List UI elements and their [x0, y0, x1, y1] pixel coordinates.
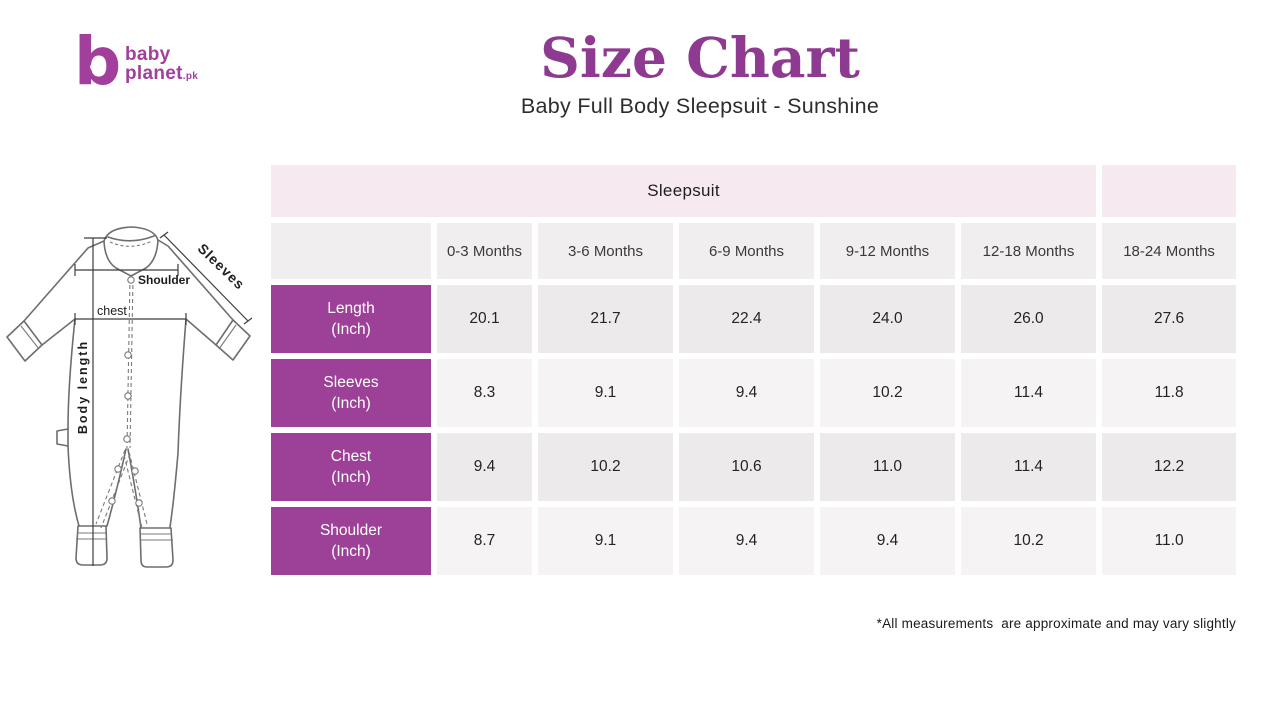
value-cell: 8.7 — [437, 507, 532, 575]
value-cell: 9.4 — [820, 507, 955, 575]
value-cell: 9.1 — [538, 359, 673, 427]
column-header-0-3: 0-3 Months — [437, 223, 532, 279]
value-cell: 22.4 — [679, 285, 814, 353]
table-row-chest: Chest (Inch) 9.4 10.2 10.6 11.0 11.4 12.… — [271, 433, 1237, 501]
logo-wordmark: baby planet.pk — [125, 45, 198, 86]
corner-cell — [271, 223, 431, 279]
row-label-text: Length — [327, 300, 375, 317]
value-cell: 10.6 — [679, 433, 814, 501]
column-header-9-12: 9-12 Months — [820, 223, 955, 279]
sleepsuit-diagram: Shoulder chest Sleeves Body length — [0, 215, 270, 595]
snap-buttons — [108, 276, 143, 507]
column-header-18-24: 18-24 Months — [1102, 223, 1237, 279]
measurement-lines — [74, 231, 253, 566]
value-cell: 11.0 — [820, 433, 955, 501]
heart-icon — [89, 59, 101, 80]
group-header-row: Sleepsuit — [271, 165, 1237, 217]
row-label-text: Chest — [330, 448, 372, 465]
value-cell: 10.2 — [538, 433, 673, 501]
table-row-shoulder: Shoulder (Inch) 8.7 9.1 9.4 9.4 10.2 11.… — [271, 507, 1237, 575]
value-cell: 20.1 — [437, 285, 532, 353]
value-cell: 11.8 — [1102, 359, 1237, 427]
row-label-unit: (Inch) — [331, 469, 371, 486]
value-cell: 24.0 — [820, 285, 955, 353]
row-label-shoulder: Shoulder (Inch) — [271, 507, 431, 575]
column-header-12-18: 12-18 Months — [961, 223, 1097, 279]
column-header-6-9: 6-9 Months — [679, 223, 814, 279]
chest-label: chest — [97, 304, 127, 318]
shoulder-label: Shoulder — [138, 273, 190, 287]
sleepsuit-line-drawing: Shoulder chest Sleeves Body length — [6, 226, 253, 568]
value-cell: 11.0 — [1102, 507, 1237, 575]
row-label-text: Shoulder — [319, 522, 383, 539]
value-cell: 8.3 — [437, 359, 532, 427]
column-header-3-6: 3-6 Months — [538, 223, 673, 279]
value-cell: 9.4 — [437, 433, 532, 501]
value-cell: 11.4 — [961, 359, 1097, 427]
logo-word-baby: baby — [125, 44, 171, 65]
page-title: Size Chart — [540, 25, 860, 90]
row-label-unit: (Inch) — [331, 321, 371, 338]
value-cell: 12.2 — [1102, 433, 1237, 501]
row-label-text: Sleeves — [323, 374, 379, 391]
product-subtitle: Baby Full Body Sleepsuit - Sunshine — [520, 94, 880, 118]
row-label-length: Length (Inch) — [271, 285, 431, 353]
measurements-disclaimer: *All measurements are approximate and ma… — [876, 616, 1236, 631]
logo-tld: .pk — [182, 71, 199, 82]
row-label-chest: Chest (Inch) — [271, 433, 431, 501]
value-cell: 11.4 — [961, 433, 1097, 501]
body-length-label: Body length — [76, 340, 90, 434]
value-cell: 9.1 — [538, 507, 673, 575]
group-header-spacer-cell — [1102, 165, 1237, 217]
brand-logo: b baby planet.pk — [74, 29, 198, 95]
logo-word-planet: planet.pk — [125, 63, 199, 84]
column-header-row: 0-3 Months 3-6 Months 6-9 Months 9-12 Mo… — [271, 223, 1237, 279]
logo-b-mark: b — [74, 29, 121, 95]
table-row-sleeves: Sleeves (Inch) 8.3 9.1 9.4 10.2 11.4 11.… — [271, 359, 1237, 427]
row-label-unit: (Inch) — [331, 543, 371, 560]
row-label-sleeves: Sleeves (Inch) — [271, 359, 431, 427]
value-cell: 26.0 — [961, 285, 1097, 353]
garment-details — [20, 240, 237, 541]
value-cell: 10.2 — [820, 359, 955, 427]
value-cell: 10.2 — [961, 507, 1097, 575]
row-label-unit: (Inch) — [331, 395, 371, 412]
value-cell: 9.4 — [679, 359, 814, 427]
table-row-length: Length (Inch) 20.1 21.7 22.4 24.0 26.0 2… — [271, 285, 1237, 353]
value-cell: 21.7 — [538, 285, 673, 353]
size-chart-table: Sleepsuit 0-3 Months 3-6 Months 6-9 Mont… — [265, 159, 1242, 581]
value-cell: 27.6 — [1102, 285, 1237, 353]
value-cell: 9.4 — [679, 507, 814, 575]
page-header: Size Chart Baby Full Body Sleepsuit - Su… — [340, 26, 1060, 119]
group-header-cell: Sleepsuit — [271, 165, 1097, 217]
